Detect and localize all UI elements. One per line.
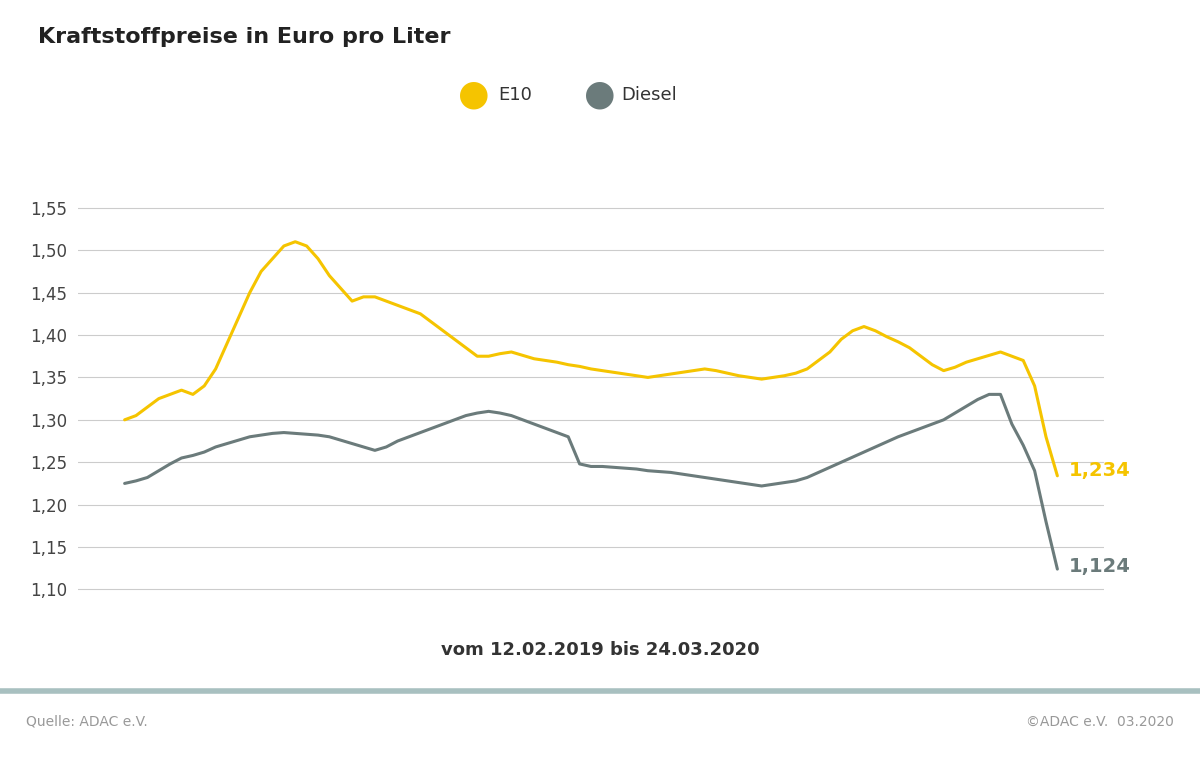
Text: E10: E10 — [498, 86, 532, 104]
Text: vom 12.02.2019 bis 24.03.2020: vom 12.02.2019 bis 24.03.2020 — [440, 641, 760, 659]
Text: Kraftstoffpreise in Euro pro Liter: Kraftstoffpreise in Euro pro Liter — [38, 27, 451, 46]
Text: ●: ● — [458, 78, 490, 111]
Text: 1,234: 1,234 — [1068, 461, 1130, 481]
Text: ©ADAC e.V.  03.2020: ©ADAC e.V. 03.2020 — [1026, 715, 1174, 728]
Text: Quelle: ADAC e.V.: Quelle: ADAC e.V. — [26, 715, 148, 728]
Text: 1,124: 1,124 — [1068, 557, 1130, 576]
Text: Diesel: Diesel — [622, 86, 677, 104]
Text: ●: ● — [584, 78, 616, 111]
